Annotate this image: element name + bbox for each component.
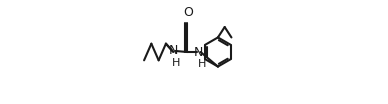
Text: N: N <box>168 45 178 57</box>
Text: H: H <box>172 58 180 68</box>
Text: N: N <box>194 46 203 58</box>
Text: H: H <box>197 59 206 69</box>
Text: O: O <box>183 6 193 19</box>
